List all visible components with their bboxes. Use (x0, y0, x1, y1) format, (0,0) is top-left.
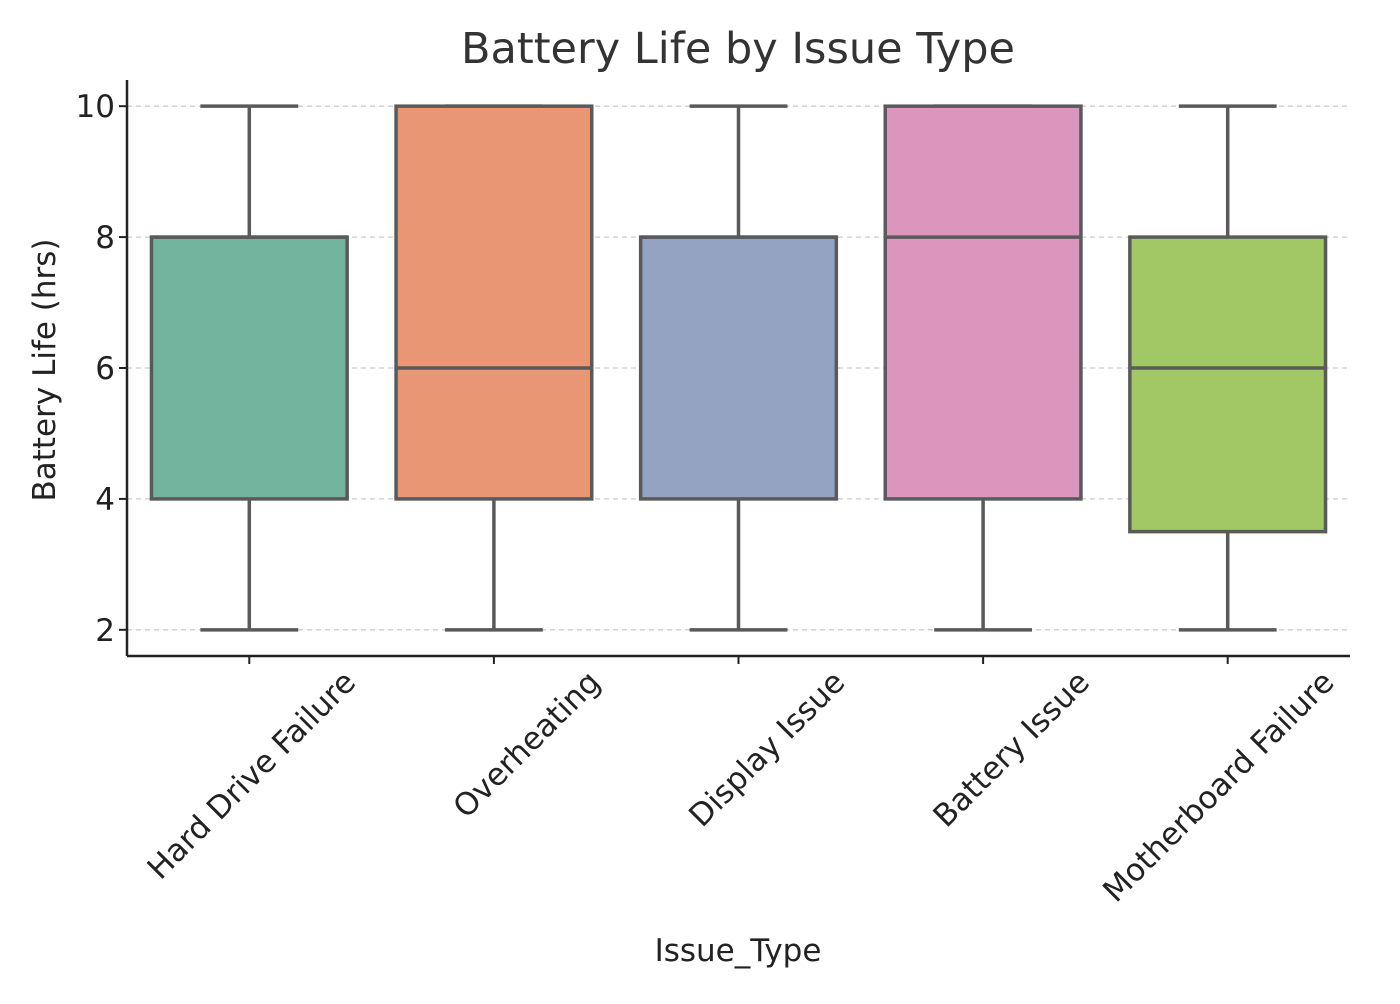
box-battery-issue (883, 104, 1083, 632)
x-tick-label: Overheating (446, 664, 607, 825)
x-axis-label: Issue_Type (655, 933, 822, 969)
iqr-box (638, 235, 839, 501)
iqr-box (149, 235, 349, 501)
x-tick-label: Motherboard Failure (1096, 664, 1341, 909)
y-tick-label: 10 (76, 89, 115, 125)
x-tick-label: Display Issue (682, 664, 852, 834)
y-tick-label: 8 (95, 220, 115, 256)
y-tick-label: 2 (95, 613, 115, 649)
y-axis-label: Battery Life (hrs) (27, 238, 63, 501)
y-tick-label: 4 (95, 482, 115, 518)
boxes-layer (149, 104, 1328, 632)
x-tick-label: Battery Issue (927, 664, 1097, 834)
x-tick-label: Hard Drive Failure (141, 664, 363, 886)
box-overheating (394, 104, 594, 632)
iqr-box (883, 104, 1083, 501)
iqr-box (1128, 235, 1328, 534)
box-display-issue (638, 104, 839, 632)
y-tick-label: 6 (95, 351, 115, 387)
box-motherboard-failure (1128, 104, 1328, 632)
box-hard-drive-failure (149, 104, 349, 632)
iqr-box (394, 104, 594, 501)
chart-title: Battery Life by Issue Type (461, 24, 1015, 74)
